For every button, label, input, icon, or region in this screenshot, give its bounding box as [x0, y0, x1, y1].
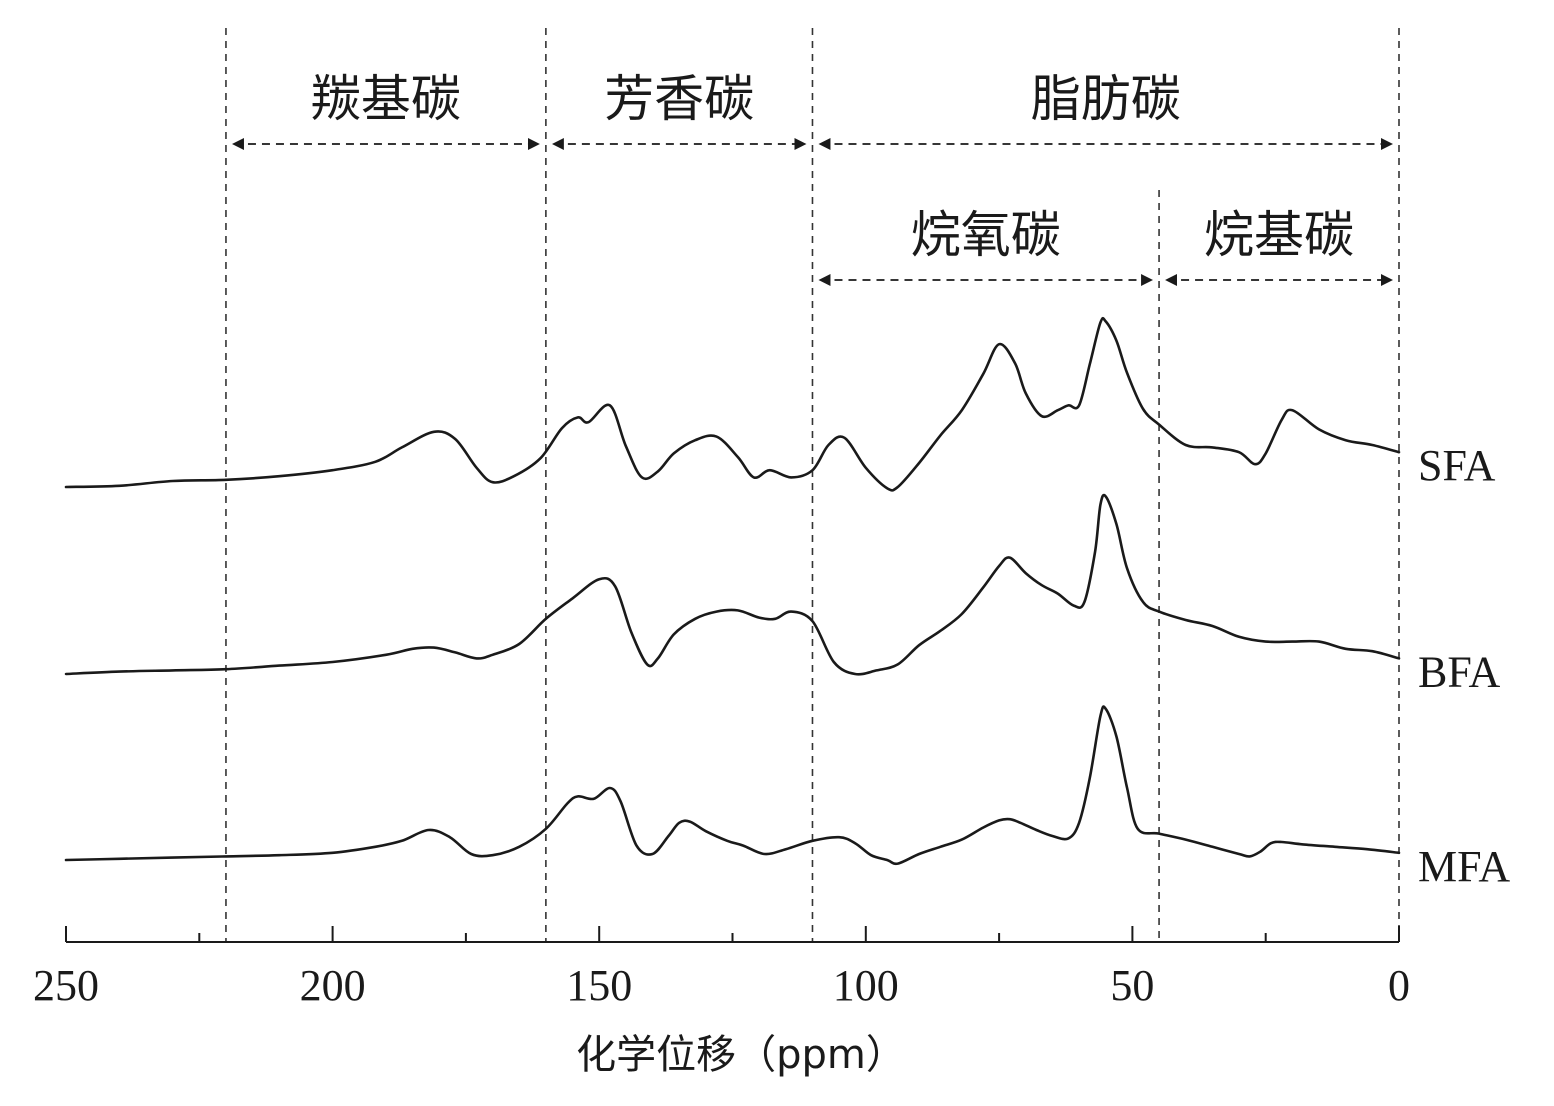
x-axis: 250 200 150 100 50 0 化学位移（ppm）	[33, 926, 1410, 1078]
region-label: 芳香碳	[604, 70, 754, 128]
series-line-bfa	[64, 493, 1401, 676]
x-ticks	[65, 926, 1400, 942]
region-arrows	[231, 138, 1393, 286]
region-boundary-lines	[225, 28, 1400, 942]
x-axis-label: 化学位移（ppm）	[576, 1032, 906, 1078]
series-label-bfa: BFA	[1418, 647, 1501, 696]
x-tick-label: 250	[33, 961, 99, 1010]
series-label-mfa: MFA	[1418, 842, 1510, 891]
x-tick-label: 200	[300, 961, 366, 1010]
series-labels: SFA BFA MFA	[1418, 441, 1510, 891]
x-tick-label: 100	[833, 961, 899, 1010]
series-line-mfa	[64, 705, 1401, 866]
series-line-sfa	[64, 316, 1401, 492]
region-label: 烷氧碳	[911, 206, 1061, 264]
series-label-sfa: SFA	[1418, 441, 1496, 490]
spectrum-traces	[64, 316, 1401, 866]
region-label: 烷基碳	[1204, 206, 1354, 264]
x-tick-label: 50	[1110, 961, 1154, 1010]
x-tick-label: 150	[566, 961, 632, 1010]
region-label: 脂肪碳	[1031, 70, 1181, 128]
x-tick-labels: 250 200 150 100 50 0	[33, 961, 1410, 1010]
x-tick-label: 0	[1388, 961, 1410, 1010]
region-label: 羰基碳	[311, 70, 461, 128]
